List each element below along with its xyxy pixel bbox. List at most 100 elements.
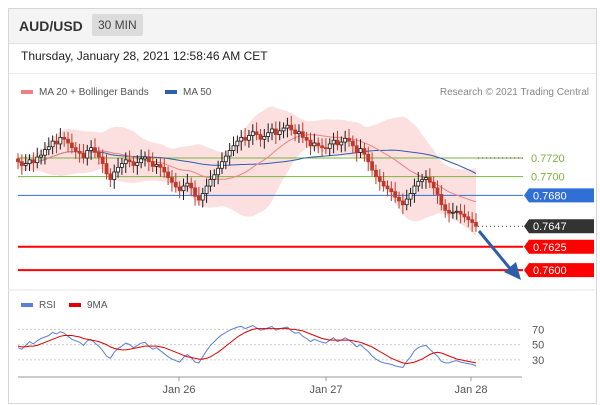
candle-body: [158, 164, 163, 168]
candle-body: [39, 154, 43, 158]
rsi-tick-50: 50: [532, 340, 544, 352]
legend-ma50: MA 50: [165, 87, 211, 98]
candle-body: [77, 151, 82, 154]
research-credit: Research © 2021 Trading Central: [439, 87, 589, 98]
level-tags-layer: 0.7720 0.7700 0.7680 0.7647 0.7625 0.7600: [524, 153, 594, 278]
candle-body: [62, 136, 67, 140]
forecast-arrow-head: [504, 262, 521, 280]
candle-body: [131, 161, 136, 166]
candle-body: [200, 193, 205, 201]
candle-body: [439, 194, 444, 206]
candle-body: [443, 204, 448, 211]
ma20-swatch: [21, 90, 33, 95]
level-tag-0.7625: [524, 239, 594, 254]
candle-body: [404, 198, 409, 206]
candle-body: [270, 128, 274, 134]
timeframe-button[interactable]: 30 MIN: [92, 14, 143, 36]
candle-body: [250, 131, 255, 136]
candle-body: [43, 149, 47, 156]
rsi-line: [17, 325, 477, 368]
candle-body: [297, 131, 301, 135]
candle-body: [300, 131, 305, 138]
candle-body: [162, 166, 167, 173]
candle-body: [146, 156, 151, 163]
candle-body: [470, 219, 475, 223]
candle-body: [66, 138, 70, 144]
candle-body: [247, 135, 251, 141]
candle-body: [377, 176, 382, 182]
candle-body: [231, 145, 236, 151]
candle-body: [331, 139, 336, 145]
candle-body: [431, 181, 436, 189]
candle-body: [354, 145, 359, 153]
candle-body: [108, 173, 113, 180]
candle-body: [370, 161, 374, 171]
candle-body: [451, 211, 455, 214]
rsi-swatch: [21, 303, 33, 308]
rsi-panel: 70 50 30: [17, 324, 544, 368]
time-axis: Jan 26 Jan 27 Jan 28: [18, 376, 522, 396]
candle-body: [46, 146, 51, 150]
candle-body: [100, 156, 105, 164]
candle-body: [116, 166, 120, 173]
candle-body: [466, 216, 471, 221]
rsi-tick-30: 30: [532, 355, 544, 367]
candle-body: [177, 186, 182, 192]
candle-body: [243, 136, 247, 141]
candle-body: [381, 180, 386, 187]
candle-body: [16, 158, 20, 163]
legend-rsi: RSI: [21, 300, 56, 311]
candle-body: [120, 163, 124, 168]
candle-body: [273, 128, 278, 135]
chart-timestamp: Thursday, January 28, 2021 12:58:46 AM C…: [21, 49, 268, 63]
candle-body: [293, 129, 298, 135]
legend-ma20-label: MA 20 + Bollinger Bands: [39, 87, 149, 98]
candle-body: [85, 150, 90, 159]
rsi-tick-70: 70: [532, 324, 544, 336]
candle-body: [69, 142, 74, 149]
candle-body: [347, 137, 351, 142]
candle-body: [343, 137, 348, 143]
candle-body: [23, 163, 28, 166]
rsi-ma9-line: [17, 328, 477, 365]
candle-body: [358, 148, 363, 153]
candle-body: [81, 152, 86, 159]
level-tag-text-0.7647: 0.7647: [533, 221, 567, 233]
candle-body: [223, 155, 228, 163]
level-tag-0.7680: [524, 188, 594, 203]
candle-body: [89, 147, 94, 151]
ma9-swatch: [69, 303, 81, 308]
ma50-swatch: [165, 90, 177, 95]
candle-body: [316, 142, 321, 147]
level-tag-text-0.7600: 0.7600: [533, 265, 567, 277]
candle-body: [416, 180, 421, 187]
candle-body: [304, 136, 309, 141]
candle-body: [93, 147, 97, 153]
level-tag-0.7647: [524, 219, 594, 234]
candle-body: [454, 210, 459, 213]
candle-body: [474, 222, 478, 227]
candle-body: [447, 209, 451, 214]
candle-body: [393, 191, 398, 198]
candle-body: [424, 177, 428, 180]
candle-body: [308, 139, 313, 147]
time-label-Jan 28: Jan 28: [454, 384, 487, 396]
candle-body: [366, 153, 371, 163]
candle-body: [362, 148, 367, 155]
candle-body: [58, 136, 63, 145]
candle-body: [254, 131, 259, 135]
legend-rsi-label: RSI: [39, 300, 56, 311]
candle-body: [104, 163, 109, 175]
candle-body: [27, 159, 32, 164]
candle-body: [327, 143, 332, 150]
candle-body: [462, 213, 467, 218]
candle-body: [181, 185, 186, 192]
candle-body: [31, 159, 36, 164]
level-tag-0.7600: [524, 263, 594, 278]
chart-header: AUD/USD 30 MIN: [9, 9, 596, 44]
candle-body: [262, 136, 267, 140]
level-label-0.7720: 0.7720: [531, 153, 565, 165]
candle-body: [112, 171, 117, 180]
candle-body: [166, 171, 171, 179]
